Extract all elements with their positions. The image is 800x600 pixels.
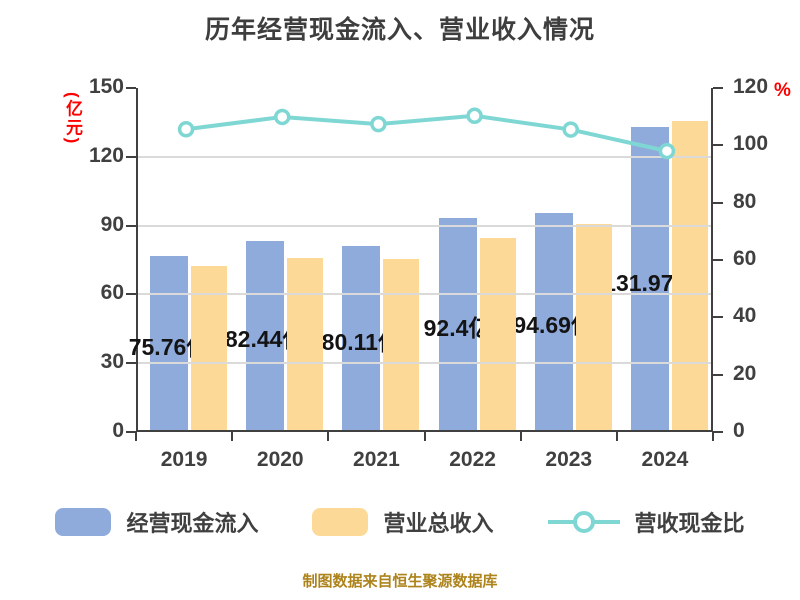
x-axis-label-2022: 2022: [449, 448, 496, 471]
x-axis-tick-mark: [327, 432, 330, 441]
bar-total-revenue-2024: [671, 121, 708, 430]
gridline: [138, 155, 711, 158]
bar-total-revenue-2023: [575, 224, 612, 430]
bar-cash-inflow-2023: [534, 212, 573, 430]
x-axis-tick-mark: [615, 432, 618, 441]
right-axis-tick-mark: [713, 259, 723, 261]
legend-item-cash-inflow: 经营现金流入: [55, 506, 258, 538]
right-axis-tick-100: 100: [733, 132, 769, 156]
x-axis-label-2020: 2020: [256, 448, 304, 471]
right-axis-tick-120: 120: [733, 75, 769, 98]
data-source-footer: 制图数据来自恒生聚源数据库: [302, 573, 498, 590]
x-axis-label-2019: 2019: [160, 448, 208, 471]
right-axis-tick-mark: [713, 431, 723, 433]
ratio-point-2024: [658, 142, 676, 160]
right-axis-tick-60: 60: [733, 247, 757, 270]
left-axis-tick-mark: [126, 224, 136, 227]
right-axis-tick-80: 80: [733, 189, 757, 213]
ratio-point-2023: [562, 121, 579, 138]
right-axis-tick-mark: [713, 201, 723, 204]
bar-total-revenue-2022: [479, 237, 516, 430]
bar-total-revenue-2019: [191, 265, 227, 430]
gridline: [138, 224, 711, 227]
ratio-line: [185, 113, 668, 154]
plot-area: 75.76亿 82.44亿 80.11亿 92.4亿 94.69亿 131.97亿: [129, 88, 713, 432]
bar-cash-inflow-2021: [342, 246, 381, 430]
legend-label-cash-inflow: 经营现金流入: [126, 511, 259, 536]
right-axis-tick-0: 0: [733, 419, 745, 442]
right-axis-tick-mark: [713, 316, 723, 319]
left-axis-tick-mark: [126, 362, 136, 365]
gridline: [138, 293, 711, 296]
ratio-point-2020: [274, 108, 291, 126]
x-axis-tick-mark: [712, 432, 714, 441]
legend-label-total-revenue: 营业总收入: [383, 511, 494, 536]
x-axis-tick-mark: [231, 432, 234, 441]
bar-cash-inflow-2019: [150, 256, 188, 430]
left-axis-tick-60: 60: [100, 281, 124, 305]
right-axis-tick-20: 20: [733, 361, 757, 385]
legend-item-cash-ratio: 营收现金比: [547, 506, 745, 538]
cash-inflow-swatch-icon: [55, 508, 112, 536]
legend-item-total-revenue: 营业总收入: [312, 506, 494, 538]
left-axis-tick-mark: [126, 293, 136, 296]
right-axis-tick-mark: [713, 144, 723, 147]
legend: 经营现金流入 营业总收入 营收现金比: [0, 506, 800, 538]
left-axis-tick-mark: [126, 87, 136, 89]
ratio-point-2019: [177, 121, 195, 138]
bar-total-revenue-2021: [383, 258, 420, 430]
left-axis-unit-label: (亿元): [63, 92, 82, 146]
cash-ratio-line-icon: [547, 508, 620, 536]
gridline: [138, 362, 711, 365]
right-axis-unit-label: %: [774, 80, 791, 101]
right-axis-tick-mark: [713, 87, 723, 89]
left-axis-tick-120: 120: [88, 143, 124, 167]
ratio-line-layer: [177, 107, 676, 160]
bar-cash-inflow-2020: [246, 240, 285, 430]
bar-cash-inflow-2024: [630, 127, 669, 430]
left-axis-tick-mark: [126, 155, 136, 158]
right-axis-tick-40: 40: [733, 304, 757, 328]
bar-cash-inflow-2022: [438, 218, 477, 430]
x-axis-tick-mark: [519, 432, 522, 441]
legend-label-cash-ratio: 营收现金比: [634, 511, 745, 536]
x-axis-label-2021: 2021: [353, 448, 400, 471]
ratio-point-2022: [466, 107, 483, 125]
left-axis-tick-150: 150: [88, 75, 124, 98]
x-axis-tick-mark: [423, 432, 426, 441]
left-axis-tick-0: 0: [112, 419, 124, 442]
bar-total-revenue-2020: [287, 258, 324, 430]
x-axis-label-2023: 2023: [545, 448, 593, 471]
ratio-point-2021: [370, 115, 387, 133]
chart-title: 历年经营现金流入、营业收入情况: [204, 16, 595, 44]
left-axis-tick-90: 90: [100, 212, 124, 236]
left-axis-tick-mark: [126, 431, 136, 433]
left-axis-tick-30: 30: [100, 350, 124, 374]
x-axis-label-2024: 2024: [641, 448, 689, 471]
total-revenue-swatch-icon: [312, 508, 369, 536]
x-axis-tick-mark: [135, 432, 137, 441]
right-axis-tick-mark: [713, 373, 723, 376]
